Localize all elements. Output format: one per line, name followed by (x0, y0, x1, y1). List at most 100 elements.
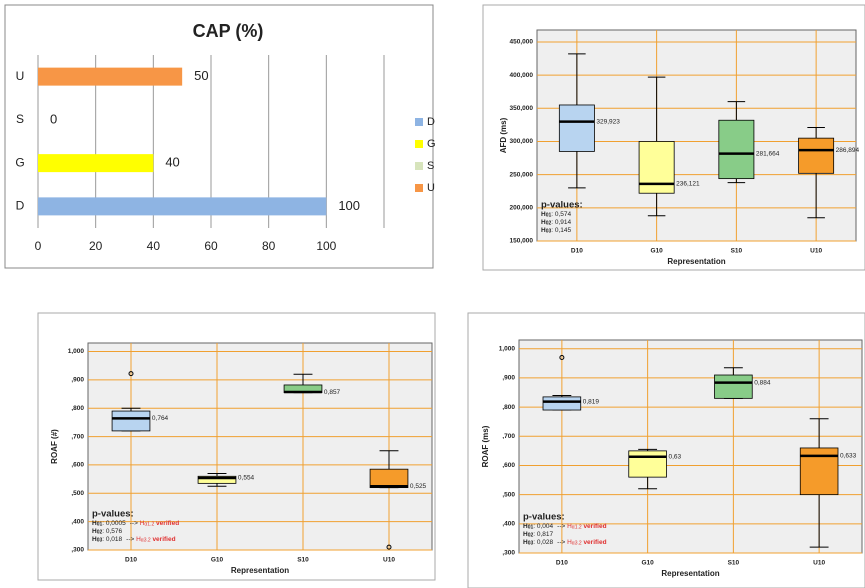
median-label: 0,884 (754, 379, 771, 386)
legend-swatch (415, 162, 423, 170)
y-tick-label: 250,000 (510, 171, 534, 178)
note-text: verified (151, 536, 176, 543)
panel (4, 4, 434, 269)
median-label: 329,923 (596, 118, 620, 125)
y-tick-label: ,300 (502, 550, 515, 557)
y-tick-label: ,800 (502, 404, 515, 411)
value: : 0,018 (102, 536, 122, 543)
y-tick-label: ,700 (502, 433, 515, 440)
sub: 03 (97, 538, 103, 544)
data-label: 40 (165, 155, 179, 170)
note-text: verified (154, 520, 179, 527)
median-label: 286,894 (836, 147, 860, 154)
y-tick-label: 400,000 (510, 72, 534, 79)
y-tick-label: 350,000 (510, 105, 534, 112)
box (628, 450, 667, 478)
x-tick-label: G10 (211, 557, 224, 564)
h: H (523, 531, 528, 538)
x-tick-label: D10 (571, 248, 583, 255)
plot-area (518, 339, 863, 554)
annotation-line: H01: 0,0005 --> Hα1.2 verified (92, 520, 179, 528)
sub: 02 (528, 533, 534, 539)
box (798, 137, 835, 174)
y-tick-label: ,600 (71, 462, 84, 469)
sub: 01 (546, 213, 552, 219)
y-tick-label: G (15, 155, 24, 169)
annotation-line: H02: 0,576 (92, 528, 123, 536)
x-tick-label: S10 (728, 560, 740, 567)
outlier (128, 371, 134, 377)
y-axis-label: AFD (ms) (499, 117, 508, 153)
annotation-line: H03: 0,018 --> Hα3.2 verified (92, 536, 176, 544)
box (197, 475, 237, 484)
y-tick-label: ,500 (502, 491, 515, 498)
sub: 02 (97, 530, 103, 536)
median-label: 236,121 (676, 181, 700, 188)
sub: 03 (528, 541, 534, 547)
y-tick-label: ,900 (71, 377, 84, 384)
h: H (92, 536, 97, 543)
median-label: 0,633 (840, 453, 857, 460)
y-tick-label: 200,000 (510, 205, 534, 212)
box (718, 119, 755, 180)
value: : 0,145 (551, 227, 571, 234)
x-tick-label: 100 (316, 239, 336, 253)
legend-swatch (415, 118, 423, 126)
x-tick-label: G10 (641, 560, 654, 567)
value: : 0,574 (551, 211, 571, 218)
note-h: H (567, 523, 572, 530)
median-label: 0,819 (583, 398, 600, 405)
x-tick-label: S10 (297, 557, 309, 564)
y-tick-label: S (16, 112, 24, 126)
h: H (541, 211, 546, 218)
h: H (523, 539, 528, 546)
legend-swatch (415, 140, 423, 148)
bar (38, 197, 327, 216)
arrow: --> (557, 539, 567, 546)
x-tick-label: U10 (810, 248, 822, 255)
box (369, 468, 409, 489)
outlier (386, 544, 392, 550)
box (638, 141, 675, 194)
plot-area (87, 342, 433, 551)
y-tick-label: ,500 (71, 490, 84, 497)
sub: 01 (97, 522, 103, 528)
y-tick-label: D (16, 199, 25, 213)
h: H (92, 528, 97, 535)
value: : 0,0005 (102, 520, 126, 527)
x-tick-label: G10 (650, 248, 663, 255)
median-label: 0,554 (238, 475, 255, 482)
h: H (541, 219, 546, 226)
y-tick-label: 150,000 (510, 238, 534, 245)
sub: 01 (528, 525, 534, 531)
arrow: --> (557, 523, 567, 530)
chart-title: CAP (%) (193, 21, 264, 41)
x-axis-label: Representation (231, 566, 289, 575)
h: H (92, 520, 97, 527)
median-label: 0,525 (410, 483, 427, 490)
data-label: 100 (338, 198, 360, 213)
y-tick-label: ,600 (502, 462, 515, 469)
y-tick-label: ,400 (502, 521, 515, 528)
value: : 0,028 (533, 539, 553, 546)
y-axis-label: ROAF (#) (50, 429, 59, 464)
y-tick-label: ,700 (71, 433, 84, 440)
y-tick-label: ,300 (71, 547, 84, 554)
arrow: --> (130, 520, 140, 527)
value: : 0,817 (533, 531, 553, 538)
y-axis-label: ROAF (ms) (481, 425, 490, 467)
h: H (541, 227, 546, 234)
annotation-title: p-values: (92, 509, 134, 520)
x-tick-label: 40 (147, 239, 161, 253)
legend-swatch (415, 184, 423, 192)
h: H (523, 523, 528, 530)
annotation-line: H01: 0,004 --> Hα1.2 verified (523, 523, 607, 531)
y-tick-label: ,900 (502, 375, 515, 382)
note-text: verified (582, 523, 607, 530)
arrow: --> (126, 536, 136, 543)
bar (38, 67, 183, 86)
data-label: 50 (194, 68, 208, 83)
bar (38, 154, 154, 173)
median-label: 0,63 (668, 453, 681, 460)
